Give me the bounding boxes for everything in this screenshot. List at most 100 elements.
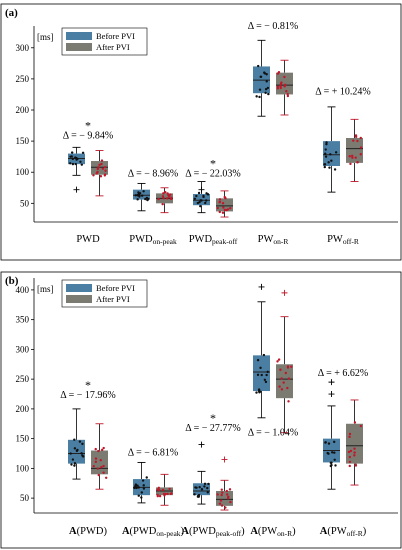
data-point — [75, 449, 79, 453]
data-point — [348, 464, 351, 468]
delta-annotation: Δ = − 6.81% — [128, 447, 179, 458]
category-prefix: A — [320, 526, 328, 537]
category-subscript: peak-off — [212, 237, 238, 246]
data-point — [228, 488, 232, 491]
data-point — [283, 75, 286, 79]
outlier-marker — [258, 283, 265, 290]
y-unit-label: [ms] — [37, 32, 54, 42]
data-point — [280, 377, 283, 380]
data-point — [94, 460, 98, 464]
data-point — [287, 377, 291, 380]
y-tick-label: 300 — [16, 43, 30, 53]
data-point — [359, 424, 363, 428]
box-after — [276, 364, 293, 399]
legend-label-before: Before PVI — [96, 283, 135, 293]
data-point — [162, 197, 165, 200]
box-after — [346, 423, 363, 464]
data-point — [70, 463, 73, 466]
data-point — [81, 442, 84, 446]
data-point — [324, 155, 328, 158]
data-point — [280, 81, 283, 84]
data-point — [327, 442, 331, 445]
data-point — [277, 358, 281, 361]
data-point — [92, 464, 95, 468]
data-point — [260, 373, 263, 377]
data-point — [349, 162, 352, 166]
delta-annotation: Δ = − 8.96% — [128, 169, 179, 180]
data-point — [348, 435, 351, 439]
significance-star: * — [210, 411, 216, 425]
data-point — [80, 163, 84, 166]
panel-label: (a) — [5, 7, 18, 19]
data-point — [146, 198, 149, 202]
data-point — [70, 151, 74, 154]
data-point — [266, 86, 270, 90]
data-point — [262, 353, 266, 357]
data-point — [329, 153, 332, 156]
data-point — [71, 162, 75, 166]
legend-swatch-before — [66, 284, 92, 292]
x-category-label: PWDpeak-off — [189, 234, 238, 246]
data-point — [354, 156, 357, 159]
legend-swatch-after — [66, 295, 92, 303]
y-tick-label: 250 — [16, 74, 30, 84]
data-point — [79, 160, 82, 164]
data-point — [224, 506, 227, 509]
x-category-label: A(PWoff-R) — [320, 526, 367, 538]
data-point — [276, 360, 279, 363]
data-point — [279, 86, 282, 90]
data-point — [359, 146, 363, 149]
data-point — [200, 488, 204, 491]
delta-annotation: Δ = − 17.96% — [60, 390, 116, 401]
data-point — [137, 486, 141, 489]
category-prefix: A — [69, 526, 77, 537]
category-main: PW — [327, 234, 343, 245]
category-subscript: off-R — [347, 529, 363, 538]
data-point — [287, 400, 290, 403]
y-tick-label: 50 — [20, 493, 30, 503]
data-point — [97, 449, 100, 453]
y-tick-label: 400 — [16, 285, 30, 295]
y-tick-label: 200 — [16, 404, 30, 414]
data-point — [284, 83, 287, 86]
data-point — [354, 464, 358, 467]
outlier-marker — [328, 379, 335, 386]
data-point — [264, 380, 268, 384]
data-point — [353, 451, 356, 454]
delta-annotation: Δ = − 27.77% — [185, 423, 241, 434]
data-point — [221, 491, 224, 494]
y-tick-label: 150 — [16, 434, 30, 444]
data-point — [166, 492, 169, 496]
data-point — [229, 500, 232, 504]
x-category-label: A(PWDpeak-off) — [181, 526, 245, 538]
outlier-marker — [221, 456, 228, 463]
y-unit-label: [ms] — [37, 284, 54, 294]
panel-frame — [0, 3, 402, 261]
box-before — [323, 141, 340, 166]
data-point — [255, 95, 258, 98]
data-point — [203, 482, 207, 486]
data-point — [198, 200, 201, 204]
significance-star: * — [210, 157, 216, 171]
data-point — [97, 473, 100, 477]
data-point — [161, 202, 164, 206]
data-point — [225, 489, 229, 493]
data-point — [102, 471, 105, 474]
data-point — [80, 452, 83, 455]
data-point — [286, 386, 289, 390]
data-point — [207, 482, 210, 486]
data-point — [142, 190, 145, 193]
delta-annotation: Δ = − 0.81% — [248, 21, 299, 32]
box-before — [133, 189, 150, 200]
panel-frame — [0, 271, 402, 549]
data-point — [216, 493, 219, 496]
data-point — [103, 165, 107, 169]
data-point — [264, 91, 267, 95]
data-point — [259, 390, 262, 393]
data-point — [348, 432, 352, 436]
category-main: (PWD — [130, 526, 157, 537]
data-point — [142, 487, 146, 490]
legend-label-before: Before PVI — [96, 31, 135, 41]
box-after — [91, 450, 108, 475]
data-point — [324, 441, 327, 444]
